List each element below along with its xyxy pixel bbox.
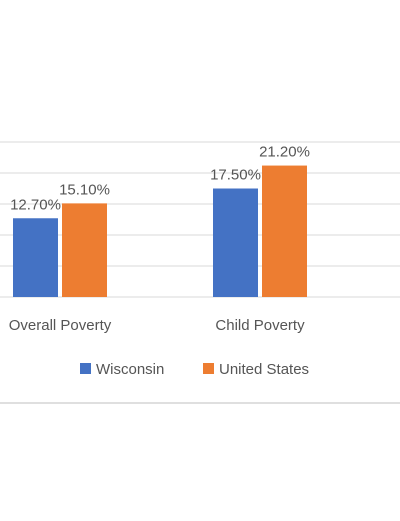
legend-label: United States — [219, 361, 309, 378]
legend-label: Wisconsin — [96, 361, 164, 378]
data-label: 17.50% — [210, 167, 261, 184]
category-label: Child Poverty — [215, 317, 305, 334]
legend-swatch — [203, 363, 214, 374]
legend: Wisconsin United States — [80, 361, 309, 378]
bars — [13, 165, 307, 297]
bar-wisconsin — [13, 218, 58, 297]
category-labels: Overall Poverty Child Poverty — [9, 317, 305, 334]
bar-united-states — [262, 165, 307, 297]
data-label: 15.10% — [59, 181, 110, 198]
data-labels: 12.70% 17.50% 15.10% 21.20% — [10, 144, 310, 214]
data-label: 12.70% — [10, 196, 61, 213]
data-label: 21.20% — [259, 144, 310, 161]
bar-united-states — [62, 203, 107, 297]
legend-swatch — [80, 363, 91, 374]
category-label: Overall Poverty — [9, 317, 112, 334]
bar-wisconsin — [213, 188, 258, 297]
